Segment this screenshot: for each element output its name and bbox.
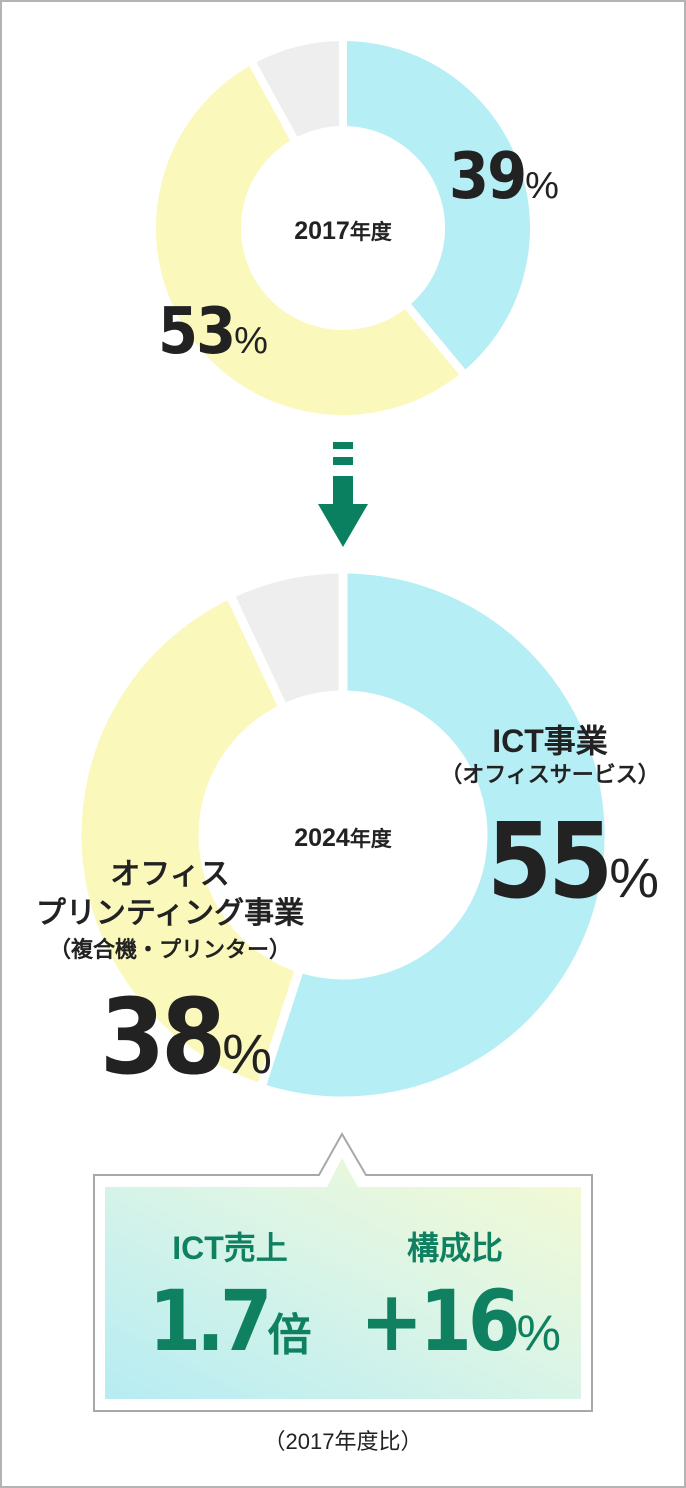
- office-share-2024: 38%: [100, 976, 272, 1098]
- office-share-2017: 53%: [158, 295, 268, 369]
- donut-2024: [72, 564, 614, 1106]
- footnote: （2017年度比）: [263, 1429, 423, 1454]
- ict-share-2024: 55%: [487, 800, 659, 922]
- donut-segment: [245, 32, 347, 148]
- ict-share-2017: 39%: [449, 140, 559, 214]
- donut-2017: [148, 32, 538, 423]
- center-label-2024: 2024年度: [294, 824, 392, 852]
- ict-sales-stat: ICT売上 1.7倍: [148, 1230, 312, 1370]
- donut-segment: [72, 588, 306, 1094]
- office-category-label: オフィス プリンティング事業 （複合機・プリンター）: [35, 858, 305, 962]
- composition-ratio-stat: 構成比 +16%: [360, 1230, 561, 1370]
- arrow-down-icon: [318, 442, 368, 547]
- donut-segment: [255, 564, 614, 1106]
- callout-box: [93, 1131, 593, 1412]
- donut-segment: [148, 55, 471, 423]
- donut-segment: [339, 32, 538, 381]
- ict-category-label: ICT事業 （オフィスサービス）: [440, 723, 660, 787]
- donut-segment: [223, 564, 348, 715]
- center-label-2017: 2017年度: [294, 217, 392, 245]
